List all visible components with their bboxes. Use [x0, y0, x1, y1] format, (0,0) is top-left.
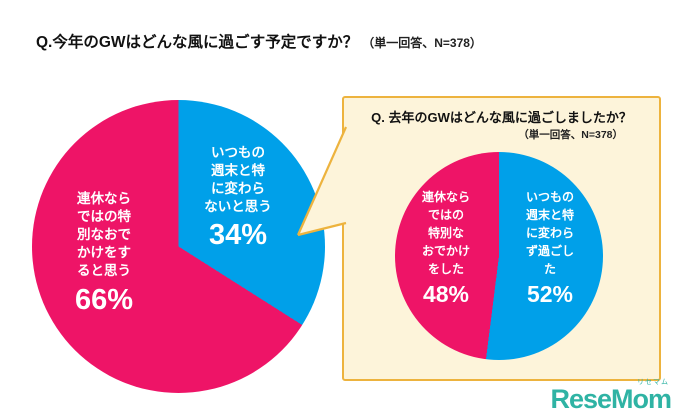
slice-percent: 52% [526, 281, 574, 307]
slice-label-special-outing: 連休なら ではの特 別なおで かけをす ると思う 66% [62, 190, 146, 317]
slice-percent: 66% [74, 284, 134, 316]
slice-label-text: いつもの 週末と特 に変わら ないと思う [204, 145, 272, 214]
slice-label-text: いつもの 週末と特 に変わら ず過ごし た [525, 190, 574, 276]
inset-note: （単一回答、N=378） [518, 129, 623, 141]
slice-label-same-as-weekend-lastyear: いつもの 週末と特 に変わら ず過ごし た 52% [517, 188, 583, 308]
question-text: Q.今年のGWはどんな風に過ごす予定ですか？ [36, 34, 359, 51]
slice-label-same-as-weekend: いつもの 週末と特 に変わら ないと思う 34% [197, 144, 279, 252]
resemom-logo-text: ReseMom [550, 384, 672, 414]
slice-percent: 34% [208, 219, 268, 251]
page-title: Q.今年のGWはどんな風に過ごす予定ですか？ （単一回答、N=378） [36, 30, 482, 52]
slice-label-text: 連休なら ではの特 別なおで かけをす ると思う [77, 191, 131, 278]
resemom-logo-kana: リセマム [637, 379, 669, 386]
pie-chart-last-year [395, 152, 603, 360]
slice-label-text: 連休なら ではの 特別な おでかけ をした [421, 190, 470, 276]
slice-percent: 48% [422, 281, 470, 307]
pie-chart-this-year [32, 100, 325, 393]
inset-title: Q. 去年のGWはどんな風に過ごしましたか？ [371, 110, 632, 125]
resemom-logo: リセマム ReseMom [550, 379, 672, 414]
question-note: （単一回答、N=378） [362, 36, 482, 50]
slice-label-special-outing-lastyear: 連休なら ではの 特別な おでかけ をした 48% [413, 188, 479, 308]
